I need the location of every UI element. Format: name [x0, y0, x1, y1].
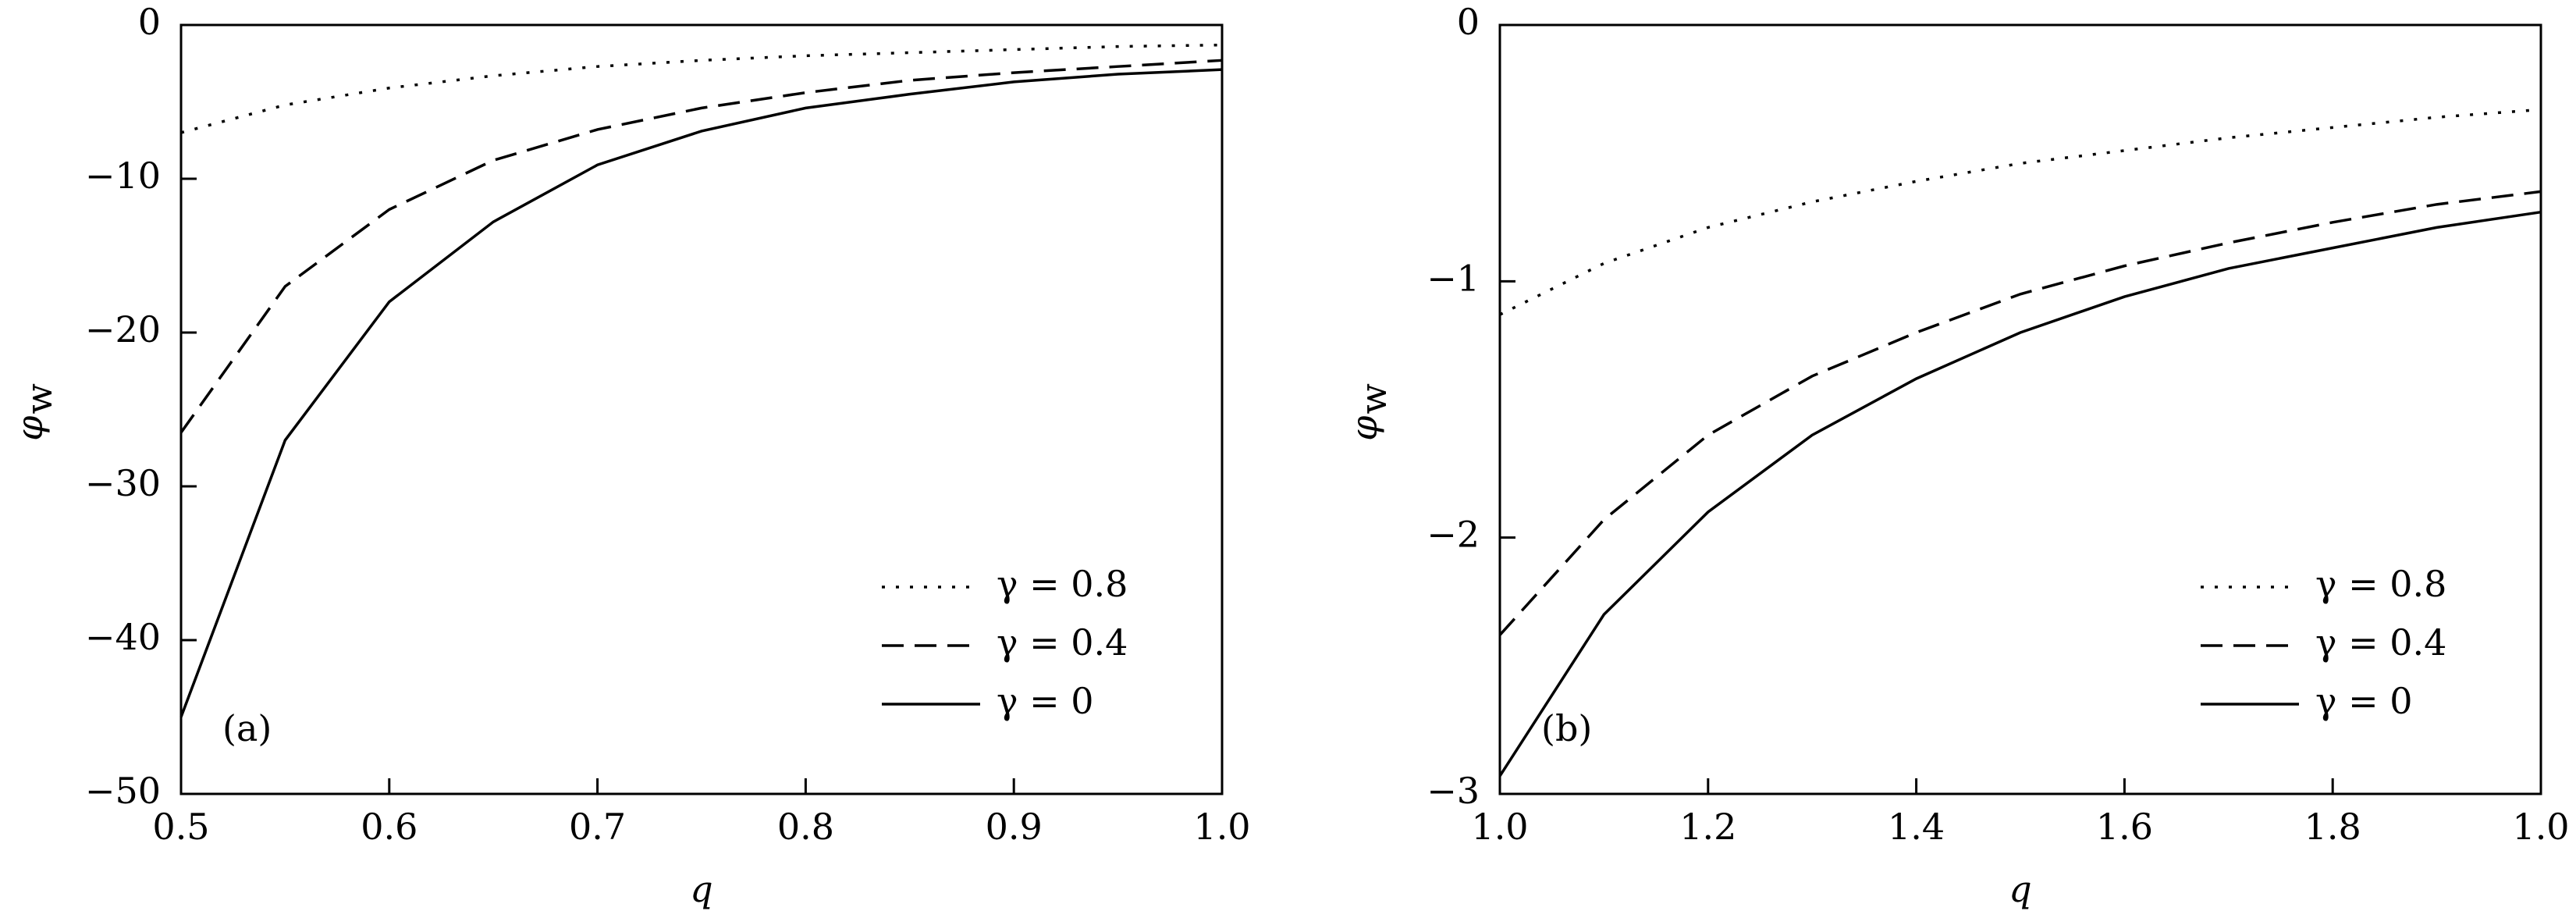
y-tick-label: −20: [85, 308, 161, 351]
x-tick-label: 0.6: [361, 806, 417, 848]
x-tick-label: 1.2: [1679, 806, 1736, 848]
y-axis-label-subscript: w: [18, 383, 60, 414]
y-axis-label: φw: [9, 383, 60, 441]
series-line: [1499, 108, 2542, 316]
x-tick-label: 1.0: [2512, 806, 2569, 848]
x-axis-label: q: [2009, 868, 2031, 910]
series-line: [179, 68, 1223, 718]
x-tick-label: 0.9: [986, 806, 1043, 848]
y-tick-label: −10: [85, 155, 161, 197]
series-line: [1498, 190, 2542, 636]
x-tick-label: 1.0: [1193, 806, 1250, 848]
legend-label: γ = 0: [997, 680, 1094, 722]
y-tick-label: −1: [1427, 257, 1480, 299]
y-tick-label: −2: [1427, 514, 1480, 556]
y-tick-label: 0: [138, 1, 161, 43]
legend-label: γ = 0.4: [2315, 621, 2446, 664]
y-axis-label-symbol: φ: [1343, 415, 1385, 441]
x-tick-label: 0.8: [777, 806, 834, 848]
plot-frame: [179, 23, 1224, 795]
x-tick-label: 1.8: [2304, 806, 2361, 848]
series-line: [1498, 210, 2542, 777]
x-tick-label: 1.6: [2096, 806, 2153, 848]
y-tick-label: −50: [85, 770, 161, 812]
legend-label: γ = 0.8: [997, 563, 1128, 605]
y-tick-label: −3: [1427, 770, 1480, 812]
x-tick-label: 0.7: [569, 806, 626, 848]
y-axis-label: φw: [1343, 383, 1395, 441]
plot-frame: [1498, 23, 2542, 795]
x-tick-label: 1.0: [1471, 806, 1528, 848]
y-tick-label: −30: [85, 462, 161, 504]
y-tick-label: 0: [1457, 1, 1480, 43]
y-axis-label-subscript: w: [1352, 383, 1395, 414]
legend-label: γ = 0: [2315, 680, 2413, 722]
annotation: (b): [1541, 707, 1592, 749]
annotation: (a): [222, 707, 272, 749]
series-line: [179, 59, 1223, 434]
x-tick-label: 1.4: [1888, 806, 1945, 848]
legend-label: γ = 0.4: [997, 621, 1128, 664]
y-tick-label: −40: [85, 616, 161, 658]
x-tick-label: 0.5: [152, 806, 209, 848]
x-axis-label: q: [690, 868, 712, 910]
y-axis-label-symbol: φ: [9, 415, 51, 441]
series-line: [180, 43, 1223, 134]
legend-label: γ = 0.8: [2315, 563, 2446, 605]
